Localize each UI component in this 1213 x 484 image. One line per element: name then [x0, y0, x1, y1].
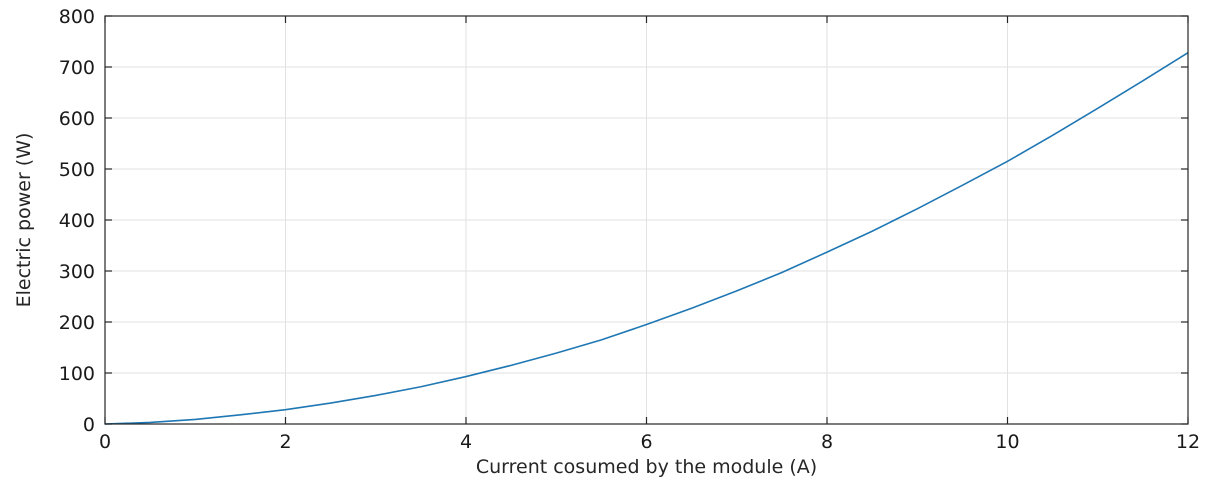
y-tick-label: 700 [59, 57, 95, 79]
x-tick-label: 8 [821, 431, 833, 453]
y-tick-label: 400 [59, 210, 95, 232]
x-tick-label: 12 [1176, 431, 1200, 453]
series-layer [104, 52, 1189, 425]
x-tick-label: 6 [640, 431, 652, 453]
y-axis-label: Electric power (W) [13, 133, 35, 308]
y-tick-label: 500 [59, 159, 95, 181]
y-tick-label: 0 [83, 414, 95, 436]
x-tick-label: 10 [995, 431, 1019, 453]
y-tick-label: 100 [59, 363, 95, 385]
y-tick-label: 200 [59, 312, 95, 334]
x-tick-labels: 0 2 4 6 8 10 12 [99, 431, 1200, 453]
grid-lines [105, 16, 1188, 424]
y-tick-label: 300 [59, 261, 95, 283]
x-axis-label: Current cosumed by the module (A) [476, 456, 817, 478]
x-tick-label: 0 [99, 431, 111, 453]
x-tick-label: 2 [279, 431, 291, 453]
x-tick-label: 4 [460, 431, 472, 453]
y-tick-labels: 0 100 200 300 400 500 600 700 800 [59, 6, 95, 436]
tick-marks [104, 15, 1189, 425]
series-line [104, 52, 1189, 425]
y-tick-label: 800 [59, 6, 95, 28]
y-tick-label: 600 [59, 108, 95, 130]
